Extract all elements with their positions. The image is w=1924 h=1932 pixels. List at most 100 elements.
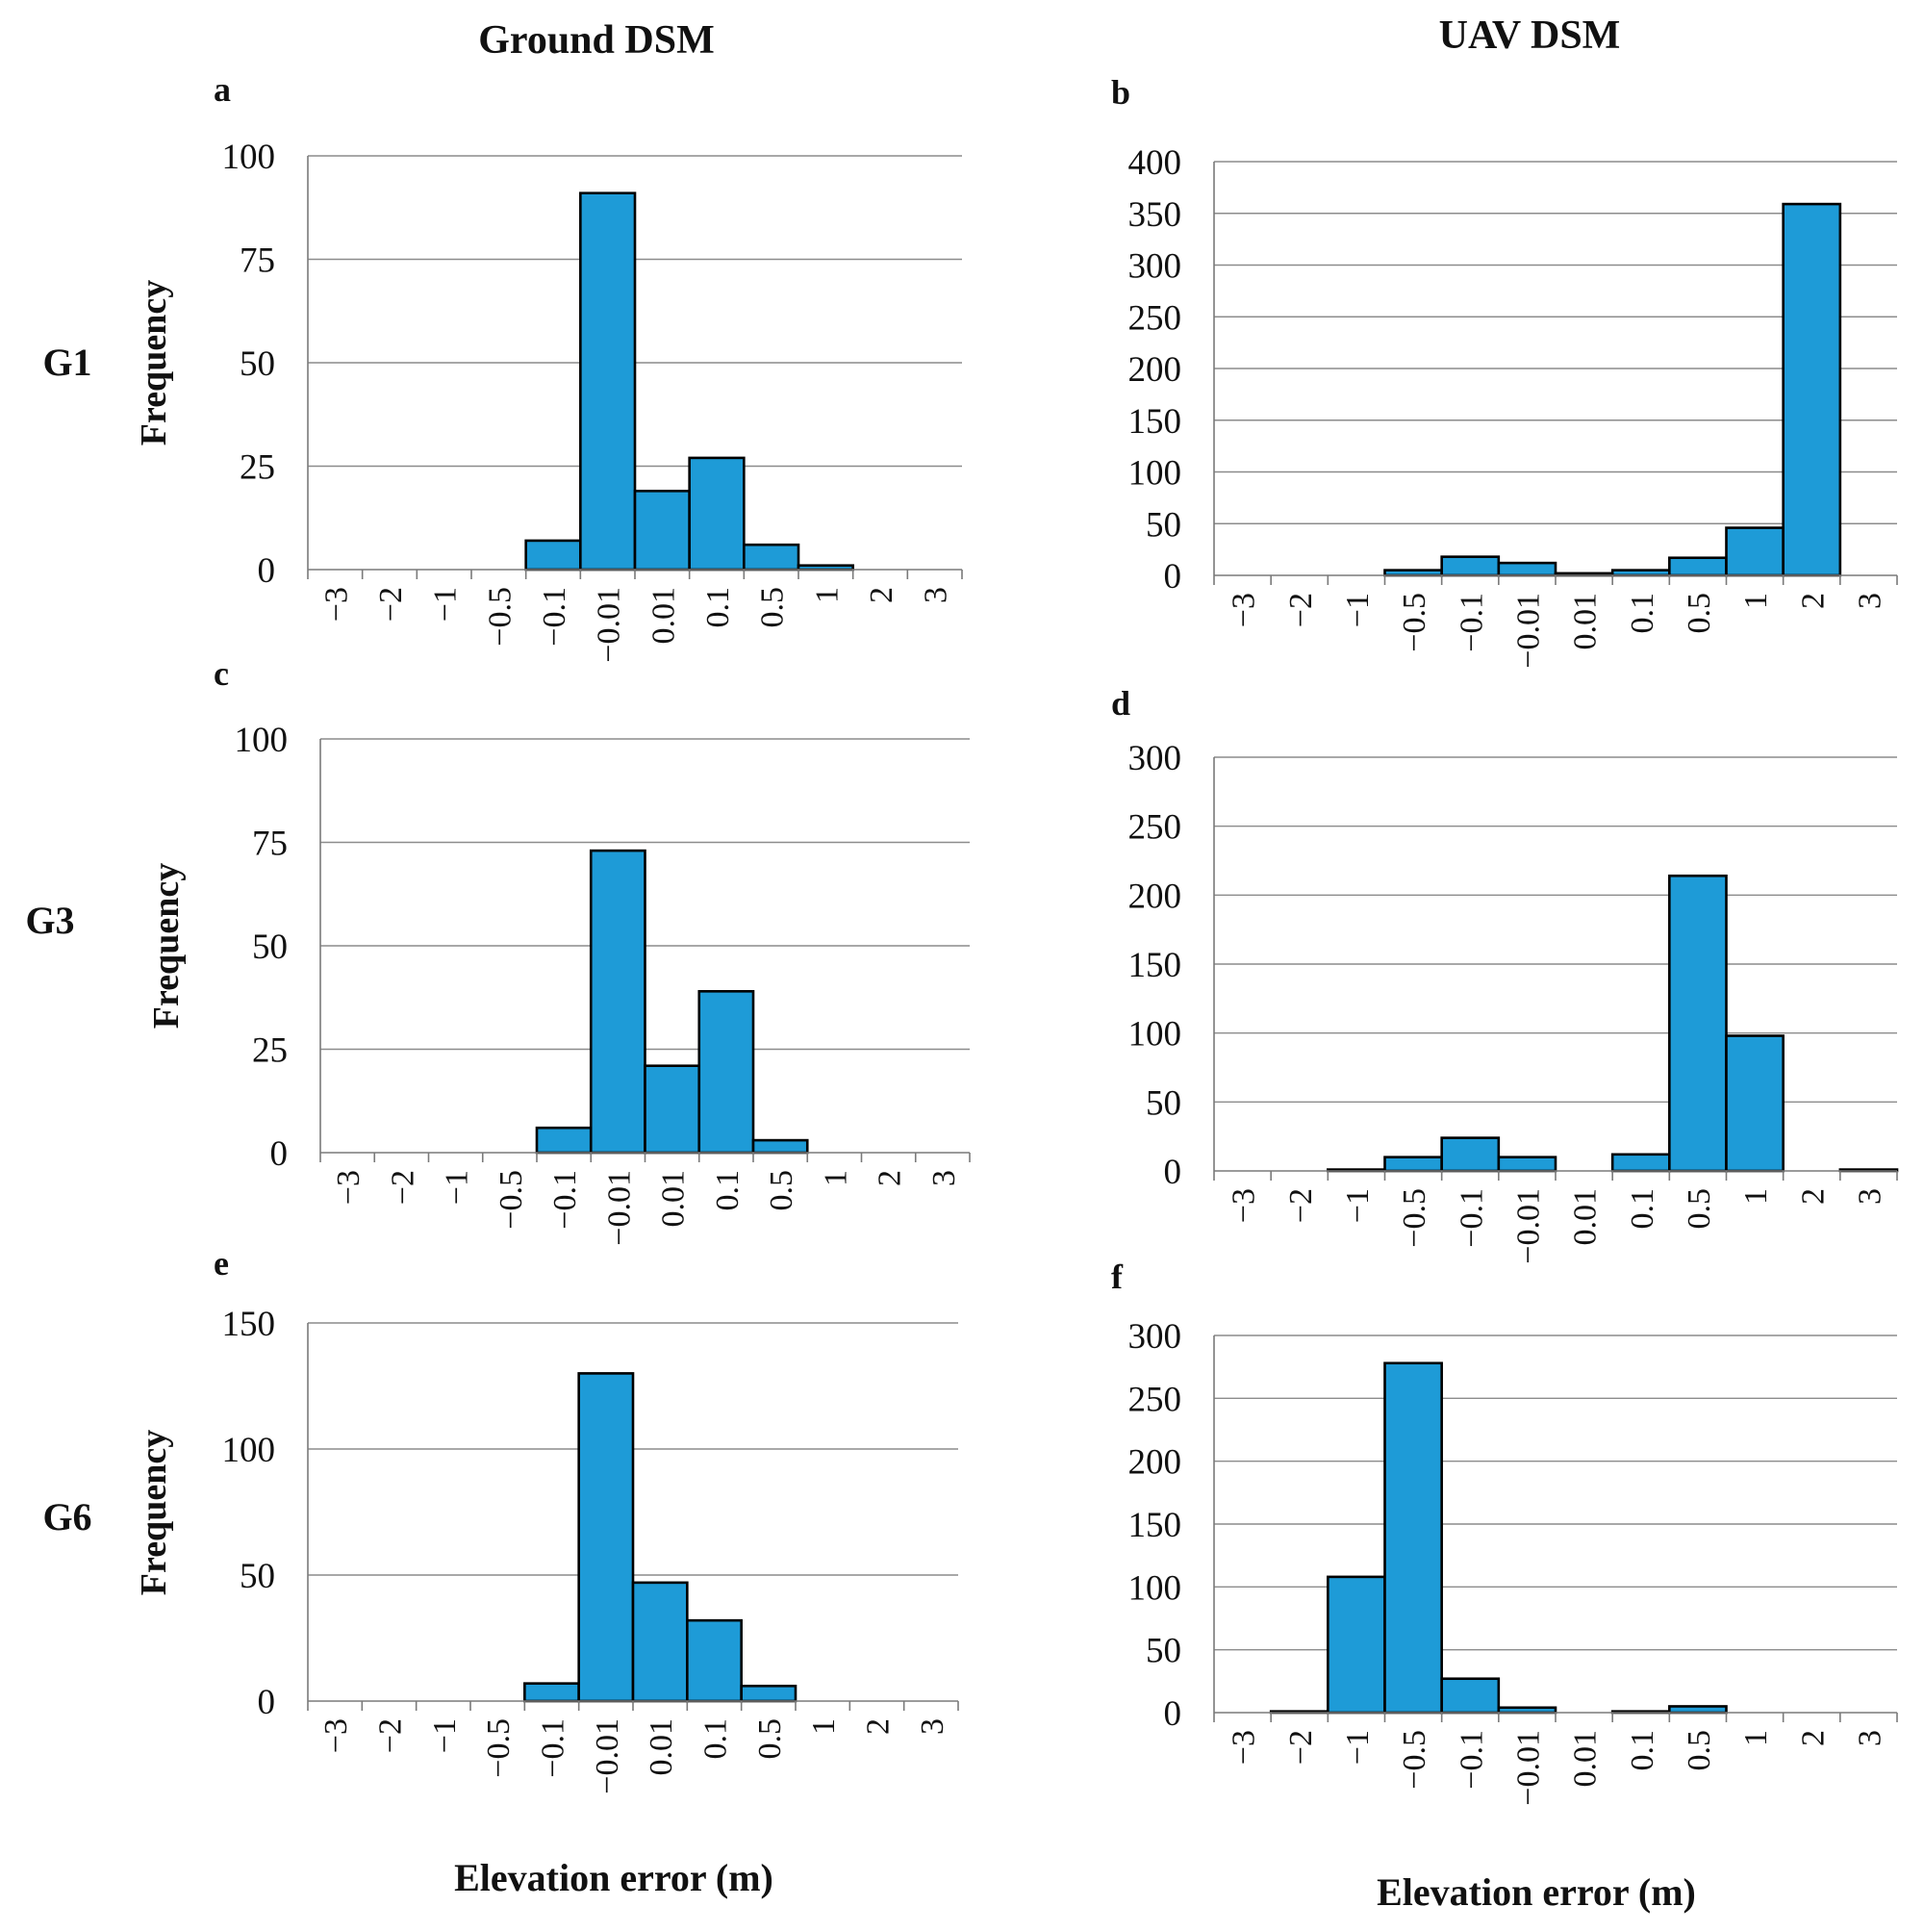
x-tick-label: −0.01 <box>1510 1730 1546 1806</box>
x-tick-label: 0.1 <box>710 1170 746 1211</box>
x-tick-label: 2 <box>864 587 899 603</box>
y-tick-label: 25 <box>240 448 275 488</box>
x-tick-label: 3 <box>919 587 954 603</box>
y-axis-label: Frequency <box>146 863 187 1029</box>
x-tick-label: 3 <box>926 1170 962 1186</box>
y-tick-label: 0 <box>1164 1694 1182 1734</box>
y-tick-label: 100 <box>1128 1015 1182 1055</box>
x-tick-label: −1 <box>427 1718 463 1753</box>
y-tick-label: 50 <box>1146 1632 1181 1671</box>
bar-d-8 <box>1668 874 1728 1173</box>
x-axis-label: Elevation error (m) <box>454 1856 773 1899</box>
x-tick-label: −2 <box>1283 1188 1319 1223</box>
bar-b-4 <box>1440 555 1501 577</box>
panel-a: a 0 25 50 75 100 −3 −2 −1 −0.5 −0.1 −0.01 0.01 0.1 0.5… <box>134 70 963 663</box>
y-tick-label: 25 <box>252 1031 288 1071</box>
y-tick-label: 400 <box>1128 143 1182 183</box>
x-tick-label: 0.1 <box>1625 1188 1660 1230</box>
x-tick-label: −0.1 <box>547 1170 583 1230</box>
x-tick-label: −2 <box>373 1718 409 1753</box>
x-tick-label: 1 <box>1738 1188 1774 1205</box>
column-title-ground-dsm: Ground DSM <box>478 18 714 63</box>
row-label-g1: G1 <box>42 341 91 384</box>
y-tick-label: 75 <box>240 242 275 281</box>
panel-b: b 0 50 100 150 200 250 300 350 400 −3 −2 −1 −0.5 −0.1−… <box>1111 73 1898 669</box>
x-tick-label: −0.1 <box>1454 593 1489 652</box>
panel-c: c 0 25 50 75 100 −3 −2 −1 −0.5 −0.1 −0.01 0.01 0.1 0.5… <box>146 654 971 1246</box>
x-tick-label: 0.1 <box>698 1718 734 1760</box>
y-axis-label: Frequency <box>134 1430 174 1595</box>
x-tick-label: 0.1 <box>1625 1730 1660 1771</box>
x-tick-label: −0.1 <box>1454 1730 1489 1790</box>
bar-d-3 <box>1383 1156 1443 1173</box>
y-tick-label: 250 <box>1128 1380 1182 1419</box>
y-tick-label: 300 <box>1128 247 1182 287</box>
x-tick-label: 0.5 <box>1682 1188 1717 1230</box>
panel-letter-a: a <box>214 70 231 109</box>
x-tick-label: 2 <box>1795 593 1831 609</box>
x-tick-label: 3 <box>915 1718 950 1735</box>
x-tick-label: −2 <box>385 1170 420 1205</box>
x-tick-label: −0.5 <box>1397 593 1432 652</box>
y-tick-label: 350 <box>1128 195 1182 235</box>
x-tick-label: 0.5 <box>755 587 791 628</box>
x-axis-label: Elevation error (m) <box>1377 1870 1696 1914</box>
x-tick-label: −0.01 <box>1510 593 1546 669</box>
bar-e-4 <box>523 1682 580 1703</box>
bar-b-10 <box>1782 202 1842 577</box>
panel-letter-f: f <box>1111 1258 1124 1296</box>
x-tick-label: −0.1 <box>537 587 572 647</box>
y-tick-label: 0 <box>258 551 276 591</box>
y-tick-label: 100 <box>222 1431 276 1470</box>
y-tick-label: 250 <box>1128 808 1182 848</box>
y-tick-label: 150 <box>1128 946 1182 985</box>
y-tick-label: 100 <box>235 721 289 760</box>
bar-f-2 <box>1327 1575 1386 1715</box>
x-tick-label: 2 <box>861 1718 897 1735</box>
y-tick-label: 100 <box>1128 1568 1182 1608</box>
bar-a-5 <box>579 191 637 572</box>
bar-c-7 <box>697 990 755 1155</box>
bar-e-5 <box>577 1372 635 1703</box>
x-tick-label: 1 <box>1738 593 1774 609</box>
bar-d-5 <box>1497 1156 1557 1173</box>
x-tick-label: −3 <box>1227 1188 1262 1223</box>
x-tick-label: −0.01 <box>592 587 627 663</box>
x-tick-label: −0.01 <box>1510 1188 1546 1264</box>
x-tick-label: 0.5 <box>764 1170 799 1211</box>
panel-letter-e: e <box>214 1244 229 1283</box>
x-tick-label: −0.1 <box>536 1718 571 1778</box>
panel-d: d 0 50 100 150 200 250 300 −3 −2 −1 −0.5 −0.1 −0.01 0.… <box>1111 684 1899 1264</box>
x-tick-label: −1 <box>1340 1188 1376 1223</box>
panel-letter-b: b <box>1111 73 1130 112</box>
y-axis-label: Frequency <box>134 280 174 445</box>
bar-c-6 <box>644 1064 701 1155</box>
x-tick-label: −3 <box>1227 1730 1262 1765</box>
x-tick-label: 1 <box>806 1718 842 1735</box>
bar-d-4 <box>1440 1136 1501 1173</box>
bar-c-8 <box>751 1138 809 1155</box>
bar-c-5 <box>589 849 646 1155</box>
y-tick-label: 0 <box>258 1683 276 1722</box>
x-tick-label: −0.01 <box>601 1170 637 1246</box>
x-tick-label: 2 <box>873 1170 908 1186</box>
panel-letter-c: c <box>214 654 229 693</box>
y-tick-label: 50 <box>252 928 288 967</box>
x-tick-label: −0.01 <box>590 1718 625 1794</box>
x-tick-label: −0.5 <box>482 587 518 647</box>
x-tick-label: 0.01 <box>656 1170 692 1228</box>
y-tick-label: 50 <box>1146 1083 1181 1123</box>
x-tick-label: −0.5 <box>1397 1730 1432 1790</box>
y-tick-label: 200 <box>1128 877 1182 916</box>
x-tick-label: −1 <box>440 1170 475 1205</box>
y-tick-label: 300 <box>1128 1317 1182 1357</box>
bar-d-7 <box>1610 1153 1671 1173</box>
x-tick-label: 0.01 <box>1568 1188 1604 1246</box>
x-tick-label: 0.1 <box>1625 593 1660 634</box>
x-tick-label: −2 <box>373 587 409 622</box>
bar-b-7 <box>1610 569 1671 577</box>
bar-f-3 <box>1383 1361 1443 1715</box>
bar-a-7 <box>688 456 746 572</box>
x-tick-label: −3 <box>318 1718 354 1753</box>
